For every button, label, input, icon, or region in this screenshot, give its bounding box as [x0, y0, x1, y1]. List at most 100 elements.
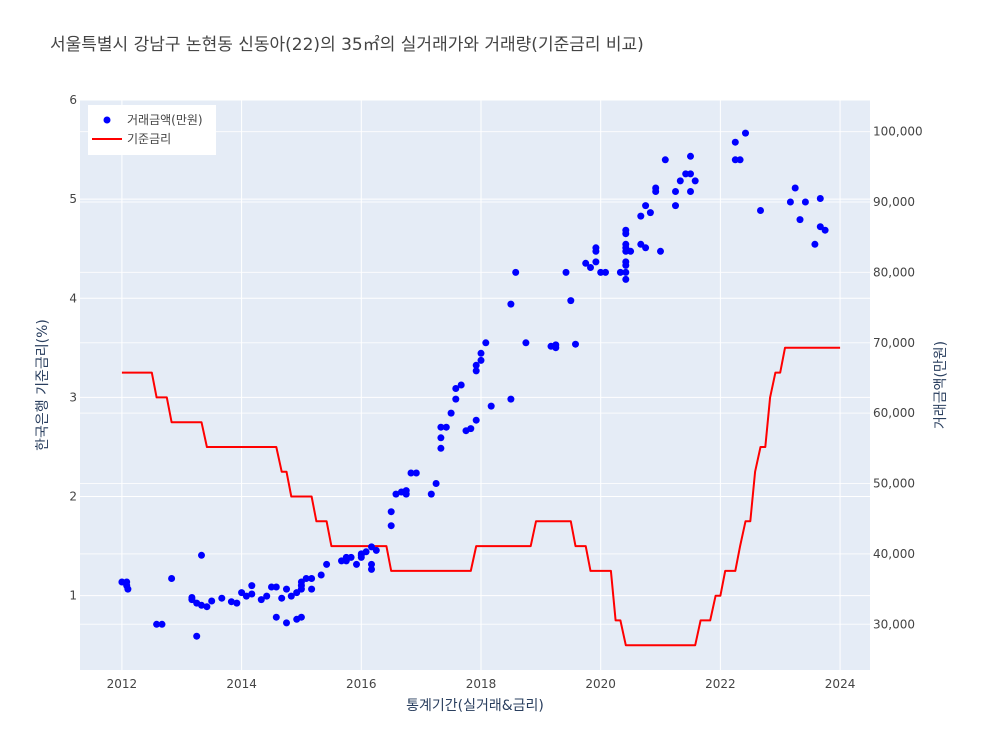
price-point — [248, 590, 256, 598]
price-point — [672, 202, 679, 210]
legend-label-rate[interactable]: 기준금리 — [127, 132, 171, 146]
y-right-axis-ticks: 30,000 40,000 50,000 60,000 70,000 80,000 90,0… — [873, 125, 923, 632]
y-right-tick-label: 100,000 — [873, 125, 923, 139]
y-right-tick-label: 50,000 — [873, 477, 915, 491]
price-point — [622, 268, 630, 276]
price-point — [757, 207, 764, 214]
price-point — [691, 177, 699, 185]
price-point — [392, 490, 400, 498]
price-point — [477, 349, 485, 357]
price-point — [168, 575, 176, 582]
price-point — [786, 198, 794, 206]
price-point — [816, 195, 824, 202]
price-point — [587, 264, 594, 271]
price-point — [412, 469, 420, 477]
price-point — [676, 177, 684, 185]
price-point — [622, 240, 630, 248]
price-point — [238, 589, 246, 597]
x-tick-label: 2016 — [346, 677, 377, 691]
price-point — [562, 268, 570, 276]
price-point — [268, 583, 275, 591]
price-point — [672, 188, 679, 195]
y-right-tick-label: 90,000 — [873, 195, 915, 209]
price-point — [338, 557, 345, 565]
y-left-axis-ticks: 1 2 3 4 5 6 — [69, 93, 77, 603]
legend-label-price[interactable]: 거래금액(만원) — [127, 113, 203, 127]
price-point — [153, 620, 161, 628]
price-point — [257, 596, 265, 604]
x-tick-label: 2018 — [466, 677, 497, 691]
price-point — [198, 551, 205, 559]
price-point — [452, 385, 460, 392]
y-left-tick-label: 2 — [69, 490, 77, 504]
price-point — [487, 402, 495, 410]
plot-area — [80, 100, 870, 670]
y-left-tick-label: 1 — [69, 589, 77, 603]
price-point — [372, 546, 380, 554]
price-point — [522, 339, 530, 347]
price-point — [642, 244, 650, 252]
price-point — [622, 226, 630, 234]
y-right-tick-label: 60,000 — [873, 406, 915, 420]
price-point — [597, 268, 605, 276]
price-point — [323, 560, 331, 568]
price-point — [278, 594, 286, 602]
legend-box — [88, 105, 216, 155]
price-point — [188, 596, 196, 604]
price-point — [801, 198, 809, 206]
price-point — [627, 247, 635, 255]
price-point — [661, 156, 669, 164]
price-point — [283, 585, 290, 593]
price-point — [482, 339, 490, 347]
price-point — [227, 598, 235, 606]
price-point — [427, 490, 435, 498]
price-point — [158, 620, 166, 628]
price-point — [118, 578, 126, 586]
price-point — [821, 226, 829, 234]
price-point — [447, 409, 455, 417]
price-point — [731, 138, 739, 146]
price-point — [637, 240, 645, 248]
price-point — [687, 170, 694, 178]
price-point — [796, 216, 804, 224]
price-point — [742, 129, 749, 137]
price-point — [308, 585, 316, 593]
price-point — [272, 613, 280, 621]
x-tick-label: 2022 — [705, 677, 736, 691]
price-point — [567, 297, 575, 305]
price-point — [477, 356, 485, 364]
price-point — [387, 508, 395, 516]
price-point — [233, 599, 241, 607]
price-point — [467, 425, 475, 433]
price-point — [572, 340, 579, 348]
price-point — [616, 268, 624, 276]
price-point — [472, 367, 480, 375]
price-point — [432, 480, 440, 487]
x-tick-label: 2020 — [585, 677, 616, 691]
price-point — [353, 560, 360, 568]
price-point — [731, 156, 739, 164]
y-left-tick-label: 6 — [69, 93, 77, 107]
price-point — [208, 597, 216, 605]
legend[interactable]: 거래금액(만원) 기준금리 — [88, 105, 216, 155]
price-point — [368, 565, 375, 573]
price-point — [457, 381, 465, 389]
price-point — [442, 423, 450, 431]
x-tick-label: 2012 — [107, 677, 138, 691]
price-point — [472, 361, 480, 369]
price-point — [248, 582, 256, 590]
chart-title: 서울특별시 강남구 논현동 신동아(22)의 35㎡의 실거래가와 거래량(기준… — [50, 35, 644, 55]
price-point — [507, 395, 515, 403]
price-point — [657, 247, 664, 255]
price-point — [687, 188, 694, 195]
y-right-tick-label: 40,000 — [873, 547, 915, 561]
x-axis-title: 통계기간(실거래&금리) — [406, 698, 544, 714]
price-point — [308, 575, 316, 582]
price-point — [602, 268, 609, 276]
price-point — [552, 341, 560, 349]
price-point — [342, 553, 350, 561]
price-point — [203, 603, 211, 611]
price-point — [287, 592, 295, 600]
price-point — [357, 553, 365, 561]
price-point — [437, 444, 445, 452]
